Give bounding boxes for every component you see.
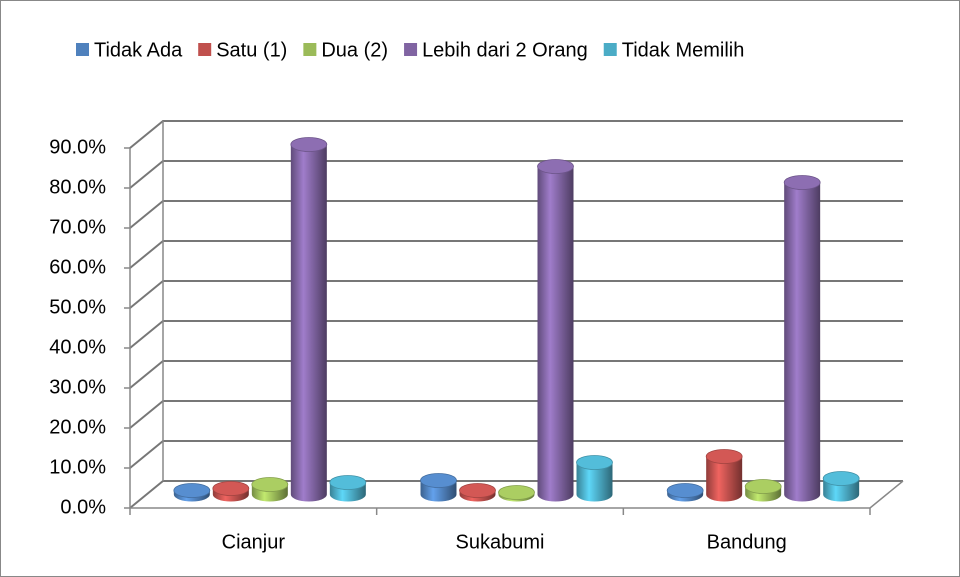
bar-top bbox=[173, 483, 211, 498]
bar bbox=[329, 475, 367, 502]
x-tick-label: Cianjur bbox=[222, 531, 286, 553]
bar-body bbox=[290, 144, 327, 502]
bar bbox=[537, 159, 574, 502]
bar-top bbox=[576, 455, 613, 470]
y-tick-label: 10.0% bbox=[49, 456, 106, 478]
legend-label: Lebih dari 2 Orang bbox=[422, 39, 588, 61]
bar-body bbox=[576, 462, 613, 502]
bar-body bbox=[784, 182, 821, 502]
bar bbox=[212, 481, 250, 502]
bar bbox=[576, 455, 613, 502]
legend-swatch bbox=[76, 43, 89, 56]
bar-top bbox=[290, 137, 328, 152]
bar bbox=[783, 175, 821, 502]
bar-top bbox=[783, 175, 821, 190]
bar bbox=[666, 483, 704, 502]
bar bbox=[744, 479, 782, 502]
y-tick-label: 30.0% bbox=[49, 376, 106, 398]
bar-top bbox=[329, 475, 367, 490]
bar-top bbox=[666, 483, 704, 498]
bar bbox=[459, 483, 496, 502]
legend-swatch bbox=[303, 43, 317, 56]
y-tick-label: 70.0% bbox=[49, 216, 106, 238]
bar bbox=[173, 483, 211, 502]
bar-top bbox=[459, 483, 496, 498]
bar bbox=[251, 477, 289, 502]
bar-top bbox=[420, 473, 457, 488]
x-tick-label: Bandung bbox=[707, 531, 787, 553]
bar-top bbox=[744, 479, 782, 494]
bar-top bbox=[822, 471, 860, 486]
legend-label: Dua (2) bbox=[321, 39, 388, 61]
bar-top bbox=[705, 449, 743, 464]
x-tick-label: Sukabumi bbox=[456, 531, 545, 553]
y-tick-label: 40.0% bbox=[49, 336, 106, 358]
y-tick-label: 20.0% bbox=[49, 416, 106, 438]
bar bbox=[290, 137, 328, 502]
legend-swatch bbox=[198, 43, 212, 56]
y-tick-label: 90.0% bbox=[49, 136, 106, 158]
bar-top bbox=[212, 481, 250, 496]
y-tick-label: 80.0% bbox=[49, 176, 106, 198]
bar-top bbox=[251, 477, 289, 492]
bar bbox=[420, 473, 457, 502]
bar-body bbox=[706, 456, 743, 502]
bar-top bbox=[498, 485, 535, 500]
legend-label: Tidak Ada bbox=[94, 39, 183, 61]
bar-top bbox=[537, 159, 574, 174]
bar-body bbox=[537, 166, 574, 502]
y-tick-label: 0.0% bbox=[60, 496, 106, 518]
legend-swatch bbox=[404, 43, 418, 56]
bar bbox=[705, 449, 743, 502]
bar bbox=[498, 485, 535, 502]
legend-label: Satu (1) bbox=[216, 39, 287, 61]
bar bbox=[822, 471, 860, 502]
legend-swatch bbox=[603, 43, 617, 56]
legend-label: Tidak Memilih bbox=[622, 39, 745, 61]
y-tick-label: 50.0% bbox=[49, 296, 106, 318]
y-tick-label: 60.0% bbox=[49, 256, 106, 278]
